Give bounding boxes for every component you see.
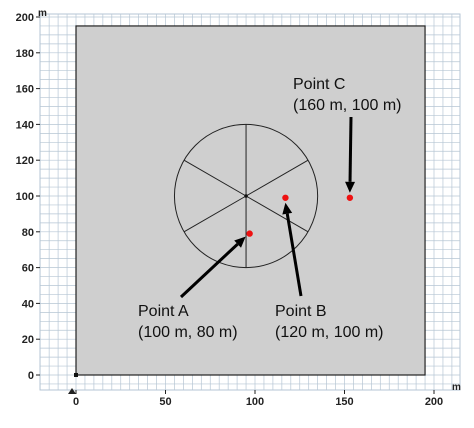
x-tick-label: 150: [335, 396, 353, 408]
y-tick-label: 60: [22, 263, 34, 275]
x-axis-unit: m: [452, 382, 461, 393]
domain-rectangle: [75, 25, 426, 376]
circle-spoke: [183, 195, 247, 233]
y-tick-label: 160: [16, 84, 34, 96]
point-c-name: Point C: [293, 76, 345, 93]
axes: 0 20 40 60 80 100 120 140 160 180 200 0 50 100 150 200: [16, 12, 444, 408]
x-tick-label: 200: [425, 396, 443, 408]
circle-spoke: [245, 195, 309, 233]
points: [246, 194, 354, 237]
arrow-point-b-head: [282, 202, 293, 215]
point-a-coords: (100 m, 80 m): [138, 324, 238, 341]
point-c-coords: (160 m, 100 m): [293, 97, 401, 114]
circle-center: [244, 194, 248, 198]
y-tick-label: 140: [16, 119, 34, 131]
point-b-marker: [282, 194, 289, 201]
arrow-point-b-shaft: [285, 213, 303, 297]
point-b-coords: (120 m, 100 m): [275, 324, 383, 341]
arrow-point-a-head: [234, 236, 246, 248]
arrow-point-a-shaft: [179, 243, 239, 299]
y-tick-label: 20: [22, 334, 34, 346]
y-tick-label: 80: [22, 227, 34, 239]
x-tick-label: 100: [246, 396, 264, 408]
point-c-marker: [346, 194, 354, 201]
rotor-circle: [173, 123, 319, 269]
y-tick-label: 180: [16, 48, 34, 60]
origin-marker: [74, 373, 78, 377]
axis-arrow-icon: [68, 388, 76, 394]
arrow-point-c-head: [345, 181, 356, 193]
y-axis-unit: m: [38, 8, 47, 19]
x-tick-label: 50: [159, 396, 171, 408]
arrows: [179, 116, 356, 299]
arrow-point-c-shaft: [348, 116, 353, 182]
point-b-name: Point B: [275, 303, 327, 320]
y-tick-label: 100: [16, 191, 34, 203]
arrow-point-b: [282, 202, 303, 297]
point-a-name: Point A: [138, 303, 189, 320]
domain: [74, 25, 426, 377]
y-tick-label: 200: [16, 12, 34, 24]
circle-spoke: [183, 159, 247, 197]
x-tick-label: 0: [73, 396, 79, 408]
arrow-point-c: [345, 116, 356, 193]
y-tick-label: 120: [16, 155, 34, 167]
y-tick-label: 0: [28, 370, 34, 382]
point-a-marker: [246, 230, 253, 237]
circle-spoke: [245, 159, 309, 197]
arrow-point-a: [179, 236, 246, 299]
y-tick-label: 40: [22, 298, 34, 310]
